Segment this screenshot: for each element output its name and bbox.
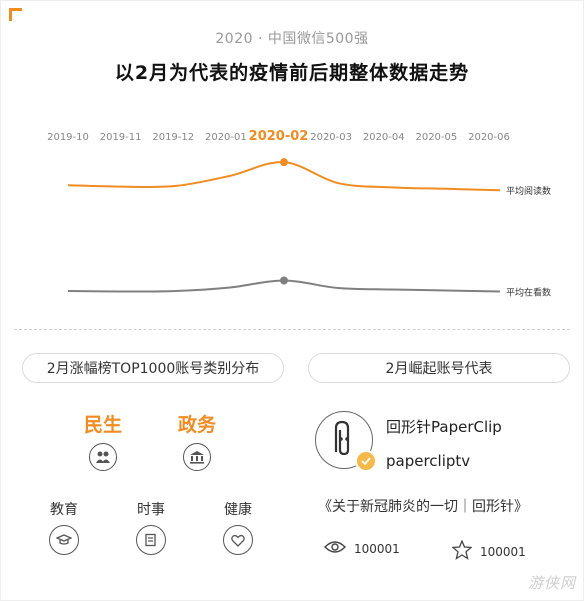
category-label: 健康 — [224, 502, 252, 518]
page-title: 以2月为代表的疫情前后期整体数据走势 — [114, 62, 470, 84]
x-tick-label: 2020-01 — [205, 132, 247, 143]
category-label: 民生 — [83, 414, 122, 436]
x-tick-label: 2019-12 — [152, 132, 194, 143]
category-label: 政务 — [177, 414, 216, 436]
x-tick-label: 2019-11 — [100, 132, 142, 143]
x-tick-label: 2020-03 — [310, 132, 352, 143]
wow-count: 100001 — [480, 544, 526, 559]
series-end-label: 平均在看数 — [506, 287, 551, 299]
article-title: 《关于新冠肺炎的一切｜回形针》 — [318, 499, 528, 515]
views-count: 100001 — [354, 541, 400, 556]
x-tick-label: 2020-05 — [415, 132, 457, 143]
watermark: 游侠网 — [527, 574, 576, 592]
x-tick-label: 2019-10 — [47, 132, 89, 143]
category-jiaoyu: 教育 — [29, 499, 99, 555]
news-document-icon — [136, 525, 166, 555]
x-tick-label: 2020-04 — [363, 132, 405, 143]
category-minsheng: 民生 — [68, 410, 138, 471]
heart-icon — [223, 525, 253, 555]
corner-mark — [9, 8, 22, 21]
wow-stat: 100001 — [451, 539, 526, 563]
category-zhengwu: 政务 — [162, 410, 232, 471]
account-id: papercliptv — [386, 452, 471, 470]
paperclip-icon — [334, 420, 350, 456]
category-label: 时事 — [137, 502, 165, 518]
star-icon — [451, 539, 473, 563]
people-icon — [89, 443, 117, 471]
x-tick-label: 2020-06 — [468, 132, 510, 143]
graduation-cap-icon — [49, 525, 79, 555]
avatar — [315, 411, 373, 469]
peak-marker — [280, 158, 288, 167]
peak-marker — [280, 276, 288, 285]
views-stat: 100001 — [324, 540, 400, 557]
series-line — [67, 161, 501, 192]
verified-badge-icon — [355, 450, 377, 472]
category-distribution-heading: 2月涨幅榜TOP1000账号类别分布 — [22, 353, 284, 383]
trend-line-chart: 2019-10 2019-11 2019-12 2020-01 2020-02 2020-… — [47, 129, 551, 299]
rising-account-heading: 2月崛起账号代表 — [308, 353, 570, 383]
x-tick-label: 2020-02 — [249, 129, 309, 144]
category-jiankang: 健康 — [203, 499, 273, 555]
government-building-icon — [183, 443, 211, 471]
section-divider — [14, 329, 570, 330]
page-subtitle: 2020 · 中国微信500强 — [215, 31, 369, 47]
eye-icon — [324, 540, 346, 557]
account-name: 回形针PaperClip — [386, 418, 502, 436]
category-shishi: 时事 — [116, 499, 186, 555]
series-end-label: 平均阅读数 — [506, 185, 551, 197]
category-label: 教育 — [50, 502, 78, 518]
